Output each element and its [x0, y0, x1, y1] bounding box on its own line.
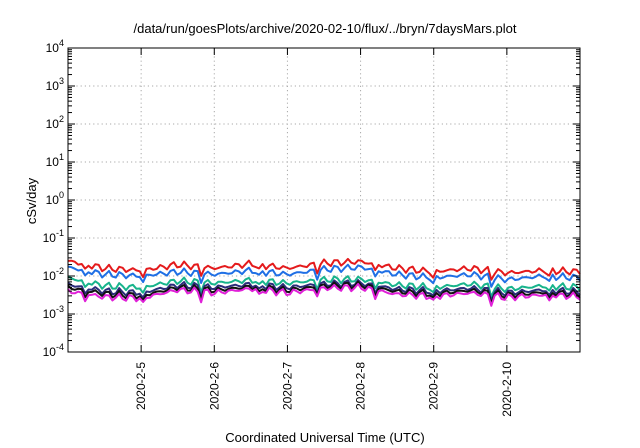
series-line — [67, 263, 581, 288]
y-tick-label: 10-4 — [43, 342, 64, 359]
series-line — [67, 275, 581, 298]
x-tick-label: 2020-2-6 — [207, 362, 221, 410]
series-line — [67, 257, 581, 281]
y-tick-label: 10-1 — [43, 228, 64, 245]
y-tick-label: 10-3 — [43, 304, 64, 321]
series-lines — [67, 257, 581, 307]
x-tick-label: 2020-2-9 — [427, 362, 441, 410]
x-tick-label: 2020-2-8 — [354, 362, 368, 410]
x-tick-label: 2020-2-5 — [134, 362, 148, 410]
x-tick-label: 2020-2-7 — [280, 362, 294, 410]
x-axis-label: Coordinated Universal Time (UTC) — [225, 430, 424, 445]
y-tick-label: 100 — [46, 190, 64, 207]
y-tick-label: 103 — [46, 76, 64, 93]
y-tick-label: 102 — [46, 114, 64, 131]
y-tick-label: 10-2 — [43, 266, 64, 283]
series-line — [67, 282, 581, 307]
grid — [68, 48, 580, 352]
y-axis-label: cSv/day — [24, 177, 39, 224]
plot-frame — [67, 47, 581, 353]
series-line — [67, 280, 581, 305]
series-line — [67, 279, 581, 302]
y-tick-label: 104 — [46, 38, 64, 55]
y-tick-label: 101 — [46, 152, 64, 169]
axis-ticks — [68, 47, 580, 353]
chart-title: /data/run/goesPlots/archive/2020-02-10/f… — [134, 21, 517, 36]
x-tick-label: 2020-2-10 — [500, 362, 514, 417]
tick-labels: 10-4 10-3 10-2 10-1 100 101 102 103 104 2020-2-5 2… — [43, 38, 514, 417]
